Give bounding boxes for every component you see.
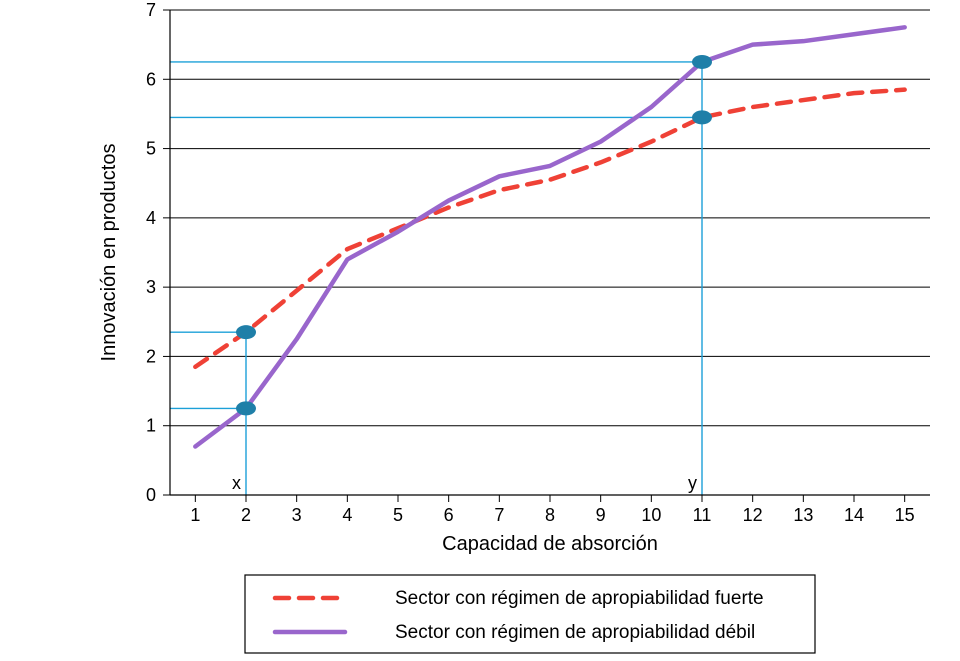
chart-container: xy12345678910111213141501234567Capacidad… [0, 0, 960, 661]
x-tick-label: 10 [641, 505, 661, 525]
y-tick-label: 5 [146, 139, 156, 159]
callout-marker [236, 325, 256, 339]
x-tick-label: 2 [241, 505, 251, 525]
x-tick-label: 14 [844, 505, 864, 525]
y-tick-label: 4 [146, 208, 156, 228]
x-tick-label: 7 [494, 505, 504, 525]
y-tick-label: 1 [146, 416, 156, 436]
x-tick-label: 3 [292, 505, 302, 525]
x-tick-label: 4 [342, 505, 352, 525]
y-tick-label: 3 [146, 277, 156, 297]
x-tick-label: 5 [393, 505, 403, 525]
callout-marker [236, 401, 256, 415]
callout-marker [692, 55, 712, 69]
y-tick-label: 7 [146, 0, 156, 20]
callout-label: y [688, 473, 697, 493]
x-tick-label: 8 [545, 505, 555, 525]
x-tick-label: 9 [596, 505, 606, 525]
y-tick-label: 2 [146, 346, 156, 366]
x-tick-label: 6 [444, 505, 454, 525]
x-tick-label: 13 [793, 505, 813, 525]
x-tick-label: 1 [190, 505, 200, 525]
callout-label: x [232, 473, 241, 493]
x-tick-label: 11 [693, 505, 712, 525]
series-debil [195, 27, 904, 446]
y-tick-label: 0 [146, 485, 156, 505]
legend-label-fuerte: Sector con régimen de apropiabilidad fue… [395, 588, 764, 609]
y-axis-label: Innovación en productos [98, 144, 120, 362]
x-axis-label: Capacidad de absorción [442, 533, 658, 555]
callout-marker [692, 110, 712, 124]
legend-label-debil: Sector con régimen de apropiabilidad déb… [395, 622, 755, 643]
x-tick-label: 12 [743, 505, 763, 525]
y-tick-label: 6 [146, 69, 156, 89]
series-fuerte [195, 90, 904, 367]
x-tick-label: 15 [895, 505, 915, 525]
line-chart: xy12345678910111213141501234567Capacidad… [0, 0, 960, 661]
